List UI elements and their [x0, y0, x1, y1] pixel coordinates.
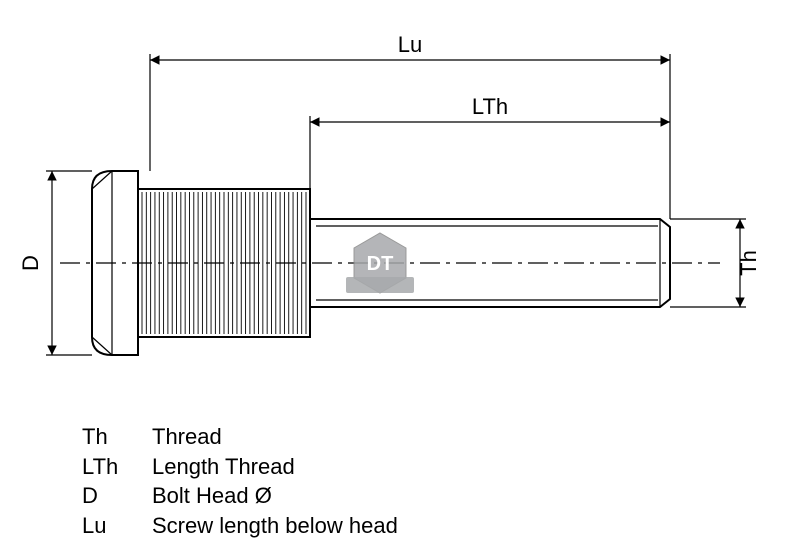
legend-key: Th [82, 422, 152, 452]
legend-key: D [82, 481, 152, 511]
legend-row: Th Thread [82, 422, 398, 452]
legend-desc: Thread [152, 422, 222, 452]
legend-row: LTh Length Thread [82, 452, 398, 482]
svg-text:Lu: Lu [398, 32, 422, 57]
legend-desc: Bolt Head Ø [152, 481, 272, 511]
legend-key: Lu [82, 511, 152, 541]
legend-table: Th Thread LTh Length Thread D Bolt Head … [82, 422, 398, 541]
legend-row: D Bolt Head Ø [82, 481, 398, 511]
svg-text:LTh: LTh [472, 94, 508, 119]
svg-text:DT: DT [367, 253, 394, 275]
legend-desc: Screw length below head [152, 511, 398, 541]
legend-key: LTh [82, 452, 152, 482]
legend-row: Lu Screw length below head [82, 511, 398, 541]
legend-desc: Length Thread [152, 452, 295, 482]
svg-text:Th: Th [736, 250, 761, 276]
svg-text:D: D [18, 255, 43, 271]
